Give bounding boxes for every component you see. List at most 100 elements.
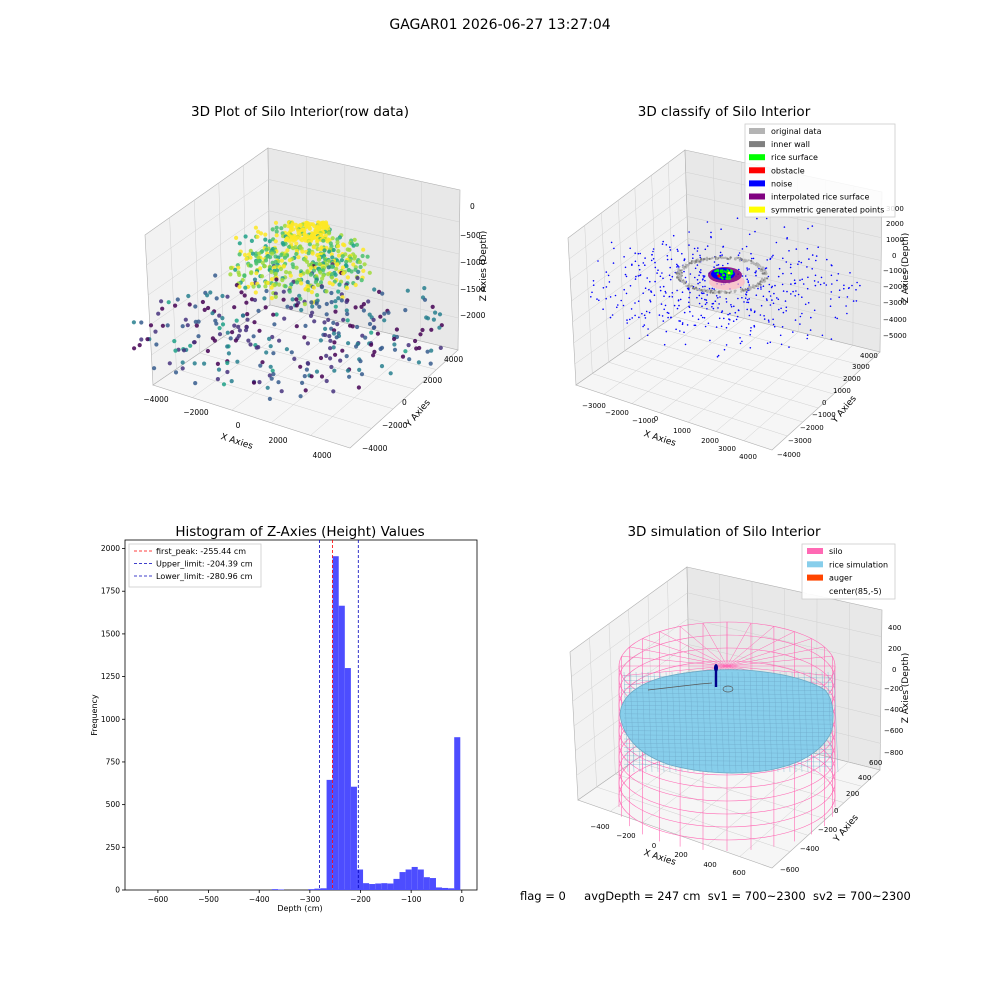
histogram-plot-area (124, 539, 478, 891)
noise-point (698, 274, 700, 277)
raw-data-point (413, 338, 418, 344)
noise-point (721, 310, 724, 312)
raw-data-point (185, 323, 190, 328)
legend-label: auger (829, 574, 853, 583)
raw-data-point (202, 307, 207, 312)
classify-z-tick: −4000 (883, 316, 907, 324)
raw-data-point (299, 307, 304, 313)
raw-data-point (331, 345, 336, 350)
noise-point (677, 264, 679, 267)
noise-point (757, 287, 759, 290)
noise-point (664, 290, 667, 293)
raw-data-point (316, 257, 321, 262)
simulation-y-ticks: −600 −400 −200 0 200 400 600 (780, 759, 882, 874)
noise-point (702, 275, 704, 277)
noise-point (696, 264, 699, 266)
raw-data-point (403, 308, 408, 313)
noise-point (671, 296, 674, 298)
noise-point (719, 254, 721, 257)
raw-data-point (344, 299, 349, 304)
raw-data-point (333, 352, 338, 357)
raw-data-point (139, 337, 144, 342)
noise-point (661, 243, 664, 245)
noise-point (720, 311, 723, 314)
noise-point (617, 304, 619, 306)
raw-data-point (277, 282, 282, 287)
raw-data-point (281, 289, 286, 294)
noise-point (765, 298, 768, 300)
rice-mesh-line (815, 671, 821, 773)
noise-point (653, 294, 656, 297)
wall-point (678, 270, 682, 273)
noise-point (681, 323, 684, 326)
rice-mesh-line (623, 692, 833, 695)
raw-z-ticks: −2000 −1500 −1000 −500 0 (460, 202, 486, 320)
classify-x-tick: −3000 (582, 402, 606, 410)
noise-point (662, 320, 665, 322)
noise-point (745, 293, 747, 296)
noise-point (810, 316, 812, 319)
raw-data-point (287, 244, 292, 250)
raw-data-point (372, 349, 377, 354)
grid-line (668, 162, 674, 317)
raw-data-point (308, 272, 313, 277)
rice-mesh-line (623, 730, 833, 733)
wall-point (683, 267, 686, 270)
legend-label: obstacle (771, 166, 805, 175)
wall-point (702, 290, 705, 293)
noise-point (736, 217, 739, 219)
histogram-x-tick-label: −500 (198, 895, 219, 904)
raw-data-point (406, 343, 411, 348)
raw-data-point (309, 290, 314, 295)
noise-point (639, 274, 641, 277)
raw-data-point (306, 251, 311, 256)
noise-point (762, 295, 765, 298)
classify-z-tick: −1000 (883, 267, 907, 275)
raw-data-point (349, 269, 354, 274)
raw-data-point (344, 354, 349, 359)
noise-point (748, 233, 751, 236)
rice-mesh-line (623, 759, 833, 763)
rice-mesh-line (665, 671, 671, 773)
raw-data-point (220, 316, 225, 321)
noise-point (817, 281, 819, 283)
grid-line (673, 316, 865, 367)
raw-data-point (294, 241, 299, 246)
wall-point (696, 288, 699, 291)
noise-point (625, 275, 628, 278)
noise-point (646, 277, 648, 279)
noise-point (706, 221, 709, 223)
wall-point (679, 272, 682, 275)
noise-point (811, 254, 814, 256)
raw-data-point (382, 311, 387, 316)
raw-data-point (372, 287, 377, 292)
histogram-y-tick-label: 1250 (101, 672, 120, 681)
histogram-x-tick-label: −300 (300, 895, 321, 904)
grid-line (572, 238, 689, 323)
raw-data-point (347, 247, 352, 252)
histogram-y-tick-label: 1000 (101, 715, 120, 724)
grid-line (271, 331, 383, 423)
wall-point (687, 263, 690, 267)
raw-data-point (318, 338, 323, 343)
raw-data-point (243, 234, 248, 239)
noise-point (801, 296, 803, 299)
raw-data-point (289, 350, 294, 355)
noise-point (652, 250, 654, 253)
raw-data-point (263, 258, 269, 263)
noise-point (715, 295, 718, 297)
wall-point (684, 263, 688, 266)
legend-label: interpolated rice surface (771, 193, 869, 202)
raw-data-point (420, 327, 425, 333)
histogram-legend-label: first_peak: -255.44 cm (156, 547, 246, 556)
noise-point (763, 318, 766, 320)
noise-point (727, 262, 729, 265)
noise-point (652, 248, 655, 250)
raw-data-point (305, 279, 310, 285)
classify-x-ticks: −3000 −2000 −1000 0 1000 2000 3000 4000 (582, 402, 757, 461)
noise-point (846, 312, 848, 315)
raw-data-point (350, 324, 355, 329)
noise-point (748, 268, 750, 270)
noise-point (605, 271, 608, 273)
noise-point (642, 292, 644, 295)
